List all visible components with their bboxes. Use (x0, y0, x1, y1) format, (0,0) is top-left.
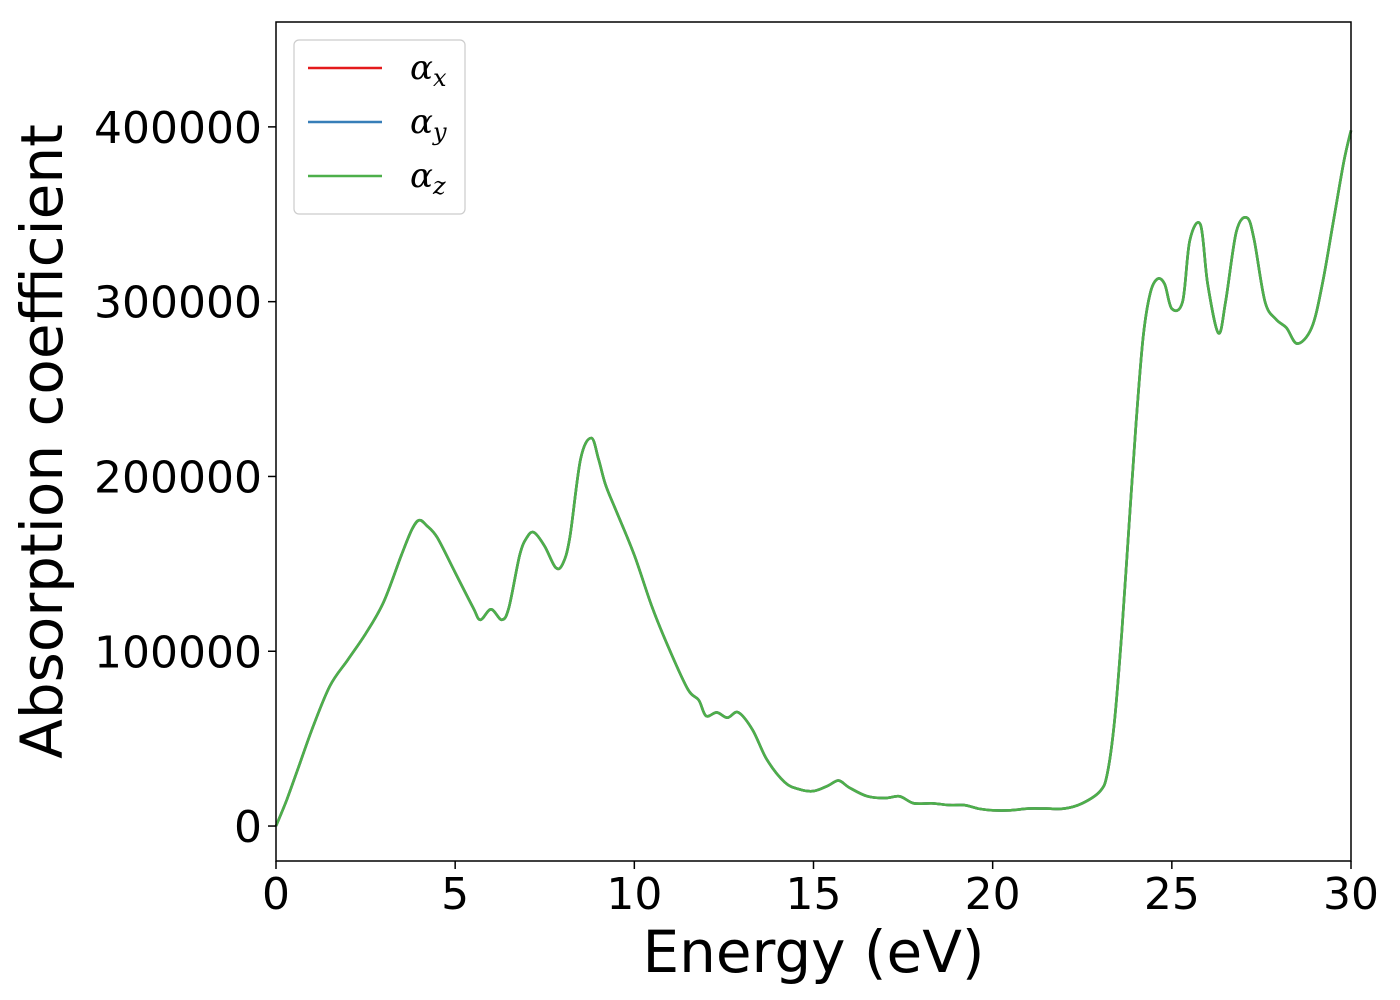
series-layer (274, 130, 1353, 827)
y-tick-label: 200000 (94, 452, 262, 503)
y-tick-label: 300000 (94, 278, 262, 329)
y-axis: 0 100000 200000 300000 400000 (94, 103, 276, 853)
x-tick-label: 15 (786, 869, 842, 920)
x-tick-label: 25 (1144, 869, 1200, 920)
x-axis-title: Energy (eV) (642, 918, 984, 986)
x-tick-label: 20 (965, 869, 1021, 920)
y-axis-title: Absorption coefficient (8, 124, 76, 759)
x-axis: 0 5 10 15 20 25 30 (262, 861, 1379, 920)
y-tick-label: 400000 (94, 103, 262, 154)
legend-label-x: αx (410, 48, 447, 92)
series-line-y (274, 130, 1353, 827)
x-tick-label: 30 (1323, 869, 1379, 920)
y-tick-label: 100000 (94, 627, 262, 678)
x-tick-label: 10 (606, 869, 662, 920)
series-line-x (274, 130, 1353, 827)
legend: αx αy αz (293, 39, 466, 215)
x-tick-label: 0 (262, 869, 290, 920)
y-tick-label: 0 (234, 802, 262, 853)
series-line-z (274, 130, 1353, 827)
legend-label-z: αz (410, 156, 446, 200)
x-tick-label: 5 (441, 869, 469, 920)
legend-box (293, 39, 466, 215)
legend-label-y: αy (410, 102, 447, 146)
